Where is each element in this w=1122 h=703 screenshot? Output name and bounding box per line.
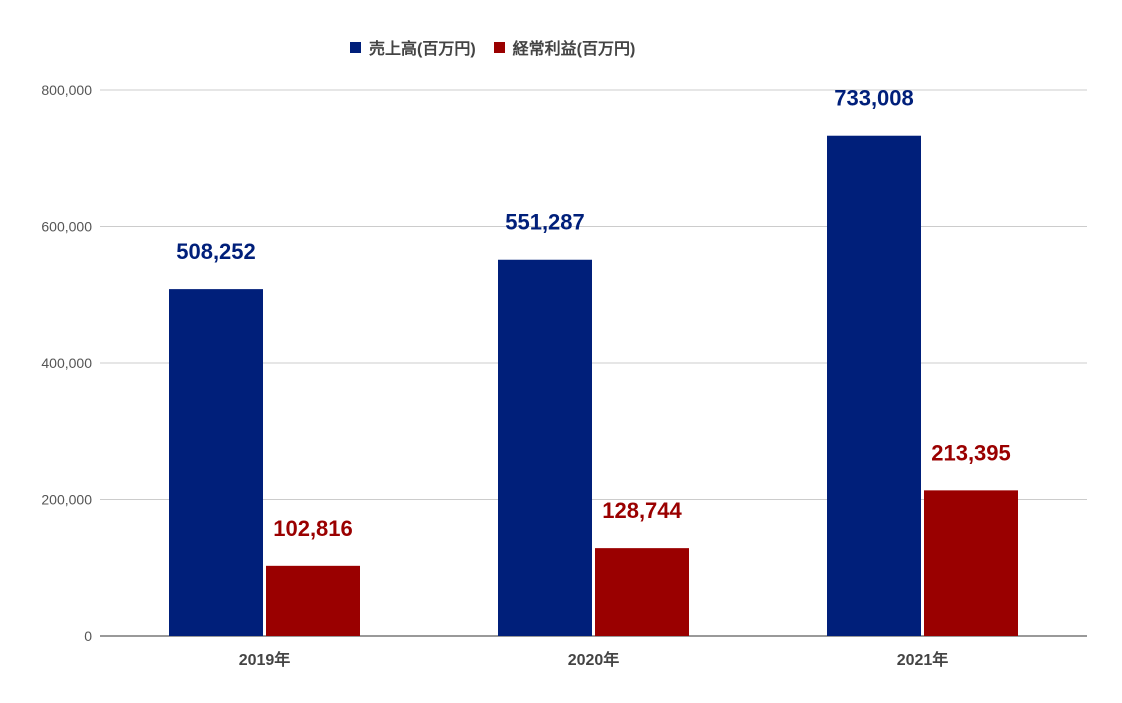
legend-item-ordinary-profit: 経常利益(百万円) — [493, 35, 636, 59]
bar-ordinary-profit — [266, 565, 360, 636]
y-tick-label: 0 — [84, 628, 92, 644]
y-tick-label: 800,000 — [41, 82, 92, 98]
legend-swatch-sales — [350, 41, 361, 53]
y-tick-label: 400,000 — [41, 355, 92, 371]
x-tick-label: 2020年 — [568, 650, 620, 669]
bar-sales — [498, 259, 592, 636]
bar-ordinary-profit — [924, 490, 1018, 636]
data-label-ordinary-profit: 213,395 — [931, 440, 1011, 465]
y-tick-label: 200,000 — [41, 492, 92, 508]
bar-sales — [827, 135, 921, 636]
data-label-sales: 551,287 — [505, 210, 585, 235]
data-label-sales: 508,252 — [176, 239, 256, 264]
legend-item-sales: 売上高(百万円) — [350, 35, 476, 59]
data-label-ordinary-profit: 102,816 — [273, 516, 353, 541]
bar-sales — [169, 289, 263, 636]
legend-label-sales: 売上高(百万円) — [369, 41, 476, 58]
legend-label-ordinary-profit: 経常利益(百万円) — [512, 41, 636, 58]
x-tick-label: 2021年 — [897, 650, 949, 669]
legend-swatch-ordinary-profit — [493, 41, 505, 53]
x-tick-label: 2019年 — [239, 650, 291, 669]
y-tick-label: 600,000 — [41, 219, 92, 235]
bar-ordinary-profit — [595, 548, 689, 636]
data-label-sales: 733,008 — [834, 86, 914, 111]
chart-legend: 売上高(百万円) 経常利益(百万円) — [350, 35, 635, 59]
data-label-ordinary-profit: 128,744 — [602, 498, 682, 523]
